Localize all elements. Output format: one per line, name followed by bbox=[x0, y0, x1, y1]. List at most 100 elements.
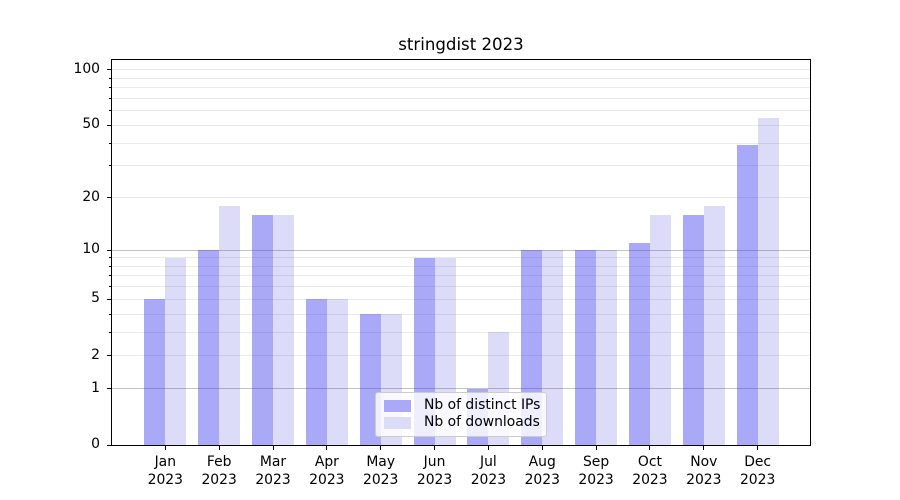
x-tick-label-month: Sep bbox=[582, 454, 610, 470]
bar-distinct-ips-oct bbox=[628, 243, 650, 445]
bar-downloads-mar bbox=[273, 214, 294, 445]
legend: Nb of distinct IPs Nb of downloads bbox=[375, 392, 547, 437]
y-minor-tick-60 bbox=[109, 110, 111, 112]
y-tick-label-100: 100 bbox=[73, 60, 100, 77]
bar-distinct-ips-nov bbox=[682, 214, 704, 445]
legend-swatch-downloads bbox=[384, 417, 411, 430]
gridline-40 bbox=[112, 142, 810, 144]
legend-label-distinct-ips: Nb of distinct IPs bbox=[424, 396, 541, 413]
bar-distinct-ips-jan bbox=[144, 299, 166, 445]
y-tick-label-2: 2 bbox=[91, 346, 100, 363]
y-minor-tick-30 bbox=[109, 165, 111, 167]
x-axis: Jan 2023 Feb 2023 Mar 2023 Apr 2023 May 2023 Jun 20… bbox=[112, 445, 810, 500]
y-minor-tick-4 bbox=[109, 313, 111, 315]
x-tick-jun bbox=[434, 446, 436, 450]
y-minor-tick-3 bbox=[109, 331, 111, 333]
y-tick-50 bbox=[107, 124, 111, 126]
bar-downloads-dec bbox=[757, 117, 779, 445]
x-tick-label-nov: Nov 2023 bbox=[686, 454, 721, 489]
bar-downloads-nov bbox=[703, 205, 725, 445]
gridline-10 bbox=[112, 249, 810, 251]
x-tick-label-year: 2023 bbox=[363, 471, 399, 488]
gridline-2 bbox=[112, 355, 810, 357]
x-tick-mar bbox=[272, 446, 274, 450]
x-tick-jul bbox=[487, 446, 489, 450]
y-minor-tick-70 bbox=[109, 97, 111, 99]
y-minor-tick-90 bbox=[109, 77, 111, 79]
x-tick-label-dec: Dec 2023 bbox=[740, 454, 775, 489]
x-tick-sep bbox=[595, 446, 597, 450]
x-tick-label-year: 2023 bbox=[524, 471, 560, 488]
y-minor-tick-40 bbox=[109, 142, 111, 144]
x-tick-nov bbox=[703, 446, 705, 450]
bar-downloads-feb bbox=[219, 205, 241, 445]
x-tick-jan bbox=[164, 446, 166, 450]
bar-distinct-ips-sep bbox=[575, 250, 597, 445]
bar-downloads-jan bbox=[165, 257, 187, 445]
y-minor-tick-7 bbox=[109, 275, 111, 277]
legend-swatch-distinct-ips bbox=[384, 399, 411, 412]
gridline-50 bbox=[112, 124, 810, 126]
x-tick-apr bbox=[326, 446, 328, 450]
x-tick-dec bbox=[757, 446, 759, 450]
x-tick-label-month: Nov bbox=[690, 454, 718, 470]
x-tick-may bbox=[380, 446, 382, 450]
gridline-6 bbox=[112, 286, 810, 288]
x-tick-label-month: Jul bbox=[480, 454, 497, 470]
x-tick-label-year: 2023 bbox=[632, 471, 668, 488]
x-tick-label-month: Dec bbox=[744, 454, 772, 470]
x-tick-label-year: 2023 bbox=[578, 471, 614, 488]
x-tick-label-jul: Jul 2023 bbox=[471, 454, 506, 489]
x-tick-feb bbox=[218, 446, 220, 450]
gridline-80 bbox=[112, 87, 810, 89]
y-minor-tick-9 bbox=[109, 257, 111, 259]
x-tick-label-year: 2023 bbox=[255, 471, 291, 488]
gridline-4 bbox=[112, 313, 810, 315]
bar-downloads-sep bbox=[596, 250, 618, 445]
y-tick-5 bbox=[107, 298, 111, 300]
y-tick-label-1: 1 bbox=[91, 379, 100, 396]
x-tick-label-year: 2023 bbox=[470, 471, 507, 488]
x-tick-label-mar: Mar 2023 bbox=[255, 454, 290, 489]
y-tick-label-0: 0 bbox=[91, 436, 100, 453]
x-tick-label-oct: Oct 2023 bbox=[632, 454, 667, 489]
gridline-30 bbox=[112, 165, 810, 167]
bars-layer bbox=[112, 60, 810, 445]
y-tick-20 bbox=[107, 197, 111, 198]
x-tick-label-aug: Aug 2023 bbox=[525, 454, 560, 489]
gridline-1 bbox=[112, 388, 810, 390]
x-tick-label-year: 2023 bbox=[147, 471, 183, 488]
gridline-3 bbox=[112, 331, 810, 333]
x-tick-label-month: Apr bbox=[314, 454, 339, 470]
y-tick-10 bbox=[107, 249, 111, 251]
y-axis: 0 1 2 5 10 20 50 100 bbox=[0, 59, 111, 451]
gridline-60 bbox=[112, 110, 810, 112]
x-tick-label-year: 2023 bbox=[739, 471, 776, 488]
x-tick-label-jun: Jun 2023 bbox=[417, 454, 452, 489]
x-tick-label-month: Jan bbox=[154, 454, 177, 470]
y-tick-1 bbox=[107, 388, 111, 390]
y-tick-label-10: 10 bbox=[82, 241, 100, 258]
x-tick-label-apr: Apr 2023 bbox=[309, 454, 344, 489]
x-tick-label-month: Feb bbox=[206, 454, 232, 470]
x-tick-label-sep: Sep 2023 bbox=[578, 454, 613, 489]
x-tick-label-month: Jun bbox=[423, 454, 446, 470]
plot-area: Nb of distinct IPs Nb of downloads bbox=[111, 59, 811, 446]
x-tick-label-jan: Jan 2023 bbox=[148, 454, 183, 489]
y-minor-tick-8 bbox=[109, 265, 111, 267]
legend-entry-distinct-ips: Nb of distinct IPs bbox=[384, 396, 541, 413]
x-tick-label-month: Aug bbox=[528, 454, 556, 470]
y-minor-tick-80 bbox=[109, 87, 111, 89]
x-tick-label-month: Oct bbox=[637, 454, 662, 470]
y-minor-tick-6 bbox=[109, 286, 111, 288]
x-tick-label-month: Mar bbox=[259, 454, 287, 470]
x-tick-aug bbox=[541, 446, 543, 450]
gridlines-layer bbox=[112, 60, 810, 445]
gridline-9 bbox=[112, 257, 810, 259]
x-tick-label-year: 2023 bbox=[686, 471, 722, 488]
bar-downloads-aug bbox=[542, 250, 564, 445]
bar-distinct-ips-feb bbox=[198, 250, 220, 445]
x-tick-label-feb: Feb 2023 bbox=[201, 454, 236, 489]
y-tick-label-20: 20 bbox=[82, 188, 100, 205]
